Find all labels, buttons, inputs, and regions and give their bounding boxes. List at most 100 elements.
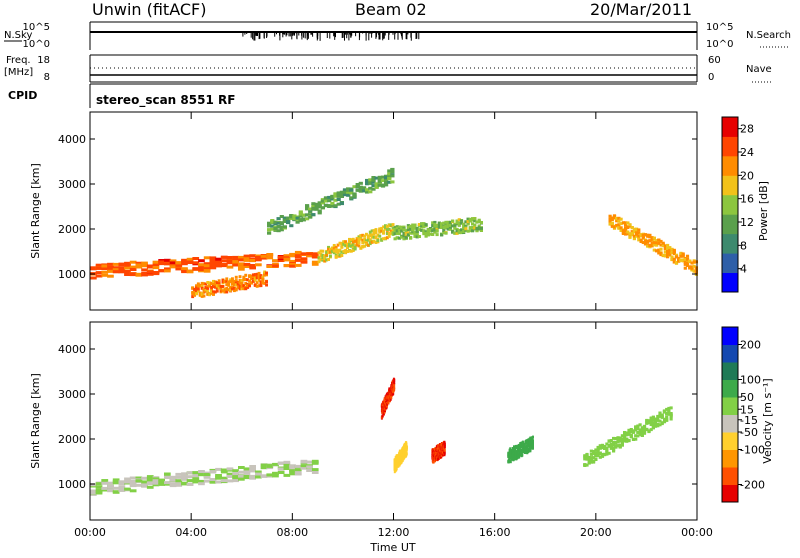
heat-cell bbox=[448, 220, 452, 224]
cpid-label: CPID bbox=[8, 89, 37, 102]
heat-cell bbox=[521, 449, 524, 452]
heat-cell bbox=[365, 242, 368, 246]
heat-cell bbox=[191, 295, 195, 299]
heat-cell bbox=[625, 433, 629, 437]
heat-cell bbox=[251, 277, 255, 280]
heat-cell bbox=[513, 451, 515, 455]
heat-cell bbox=[652, 243, 656, 247]
heat-cell bbox=[409, 224, 413, 228]
heat-cell bbox=[677, 259, 681, 263]
heat-cell bbox=[625, 431, 629, 435]
heat-cell bbox=[608, 222, 612, 225]
heat-cell bbox=[459, 221, 464, 225]
heat-cell bbox=[181, 267, 188, 271]
heat-cell bbox=[643, 239, 648, 243]
heat-cell bbox=[261, 275, 265, 279]
heat-cell bbox=[645, 421, 649, 425]
velocity-heatmap bbox=[90, 377, 673, 496]
heat-cell bbox=[355, 183, 360, 186]
heat-cell bbox=[332, 251, 336, 255]
heat-cell bbox=[600, 453, 605, 457]
heat-cell bbox=[380, 175, 386, 179]
heat-cell bbox=[361, 233, 365, 237]
heat-cell bbox=[212, 282, 215, 286]
heat-cell bbox=[361, 245, 365, 249]
heat-cell bbox=[639, 240, 643, 243]
heat-cell bbox=[212, 279, 215, 283]
heat-cell bbox=[475, 227, 479, 231]
heat-cell bbox=[385, 236, 389, 240]
heat-cell bbox=[124, 270, 131, 273]
heat-cell bbox=[659, 251, 663, 255]
heat-cell bbox=[238, 258, 245, 262]
heat-cell bbox=[462, 226, 466, 230]
nsky-tick-top: 10^5 bbox=[23, 22, 50, 33]
heat-cell bbox=[459, 228, 464, 232]
heat-cell bbox=[607, 439, 611, 443]
heat-cell bbox=[124, 261, 131, 265]
heat-cell bbox=[232, 283, 236, 287]
heat-cell bbox=[226, 479, 234, 483]
heat-cell bbox=[175, 267, 183, 271]
heat-cell bbox=[227, 282, 231, 286]
heat-cell bbox=[101, 270, 109, 274]
heat-cell bbox=[298, 214, 303, 218]
heat-cell bbox=[391, 226, 395, 230]
heat-cell bbox=[181, 258, 188, 262]
heat-cell bbox=[192, 480, 200, 484]
heat-cell bbox=[198, 473, 205, 477]
heat-cell bbox=[232, 289, 236, 293]
heat-cell bbox=[236, 284, 240, 287]
heat-cell bbox=[266, 253, 274, 257]
heat-cell bbox=[231, 279, 234, 283]
heat-cell bbox=[283, 258, 291, 262]
heat-cell bbox=[330, 197, 335, 201]
heat-cell bbox=[213, 290, 217, 294]
heat-cell bbox=[308, 215, 313, 219]
heat-cell bbox=[95, 482, 103, 486]
heat-cell bbox=[342, 249, 346, 253]
heat-cell bbox=[646, 233, 650, 237]
heat-cell bbox=[244, 278, 248, 281]
heat-cell bbox=[204, 282, 208, 286]
heat-cell bbox=[306, 254, 313, 258]
heat-cell bbox=[385, 404, 388, 408]
heat-cell bbox=[627, 439, 631, 443]
heat-cell bbox=[385, 224, 389, 228]
heat-cell bbox=[311, 203, 316, 207]
colorbar-segment bbox=[722, 155, 738, 176]
heat-cell bbox=[336, 198, 341, 201]
heat-cell bbox=[361, 238, 365, 242]
heat-cell bbox=[683, 261, 687, 264]
heat-cell bbox=[202, 290, 206, 294]
x-tick-label: 00:00 bbox=[681, 526, 713, 539]
heat-cell bbox=[192, 477, 200, 481]
heat-cell bbox=[257, 275, 261, 279]
heat-cell bbox=[215, 467, 222, 471]
heat-cell bbox=[400, 229, 404, 233]
heat-cell bbox=[614, 440, 618, 444]
heat-cell bbox=[658, 414, 662, 418]
freq-tick-top: 18 bbox=[37, 55, 50, 66]
heat-cell bbox=[129, 489, 137, 493]
heat-cell bbox=[107, 485, 114, 488]
heat-cell bbox=[509, 447, 512, 451]
heat-cell bbox=[340, 241, 344, 245]
heat-cell bbox=[193, 293, 196, 297]
heat-cell bbox=[359, 236, 363, 240]
heat-cell bbox=[338, 253, 342, 257]
heat-cell bbox=[415, 227, 419, 230]
heat-cell bbox=[658, 419, 662, 423]
heat-cell bbox=[158, 480, 165, 484]
heat-cell bbox=[368, 234, 372, 238]
heat-cell bbox=[391, 229, 395, 233]
heat-cell bbox=[617, 226, 621, 230]
heat-cell bbox=[232, 479, 239, 483]
heat-cell bbox=[630, 226, 634, 229]
heat-cell bbox=[255, 272, 259, 276]
heat-cell bbox=[420, 225, 424, 229]
heat-cell bbox=[643, 233, 648, 237]
heat-cell bbox=[234, 283, 238, 287]
heat-cell bbox=[112, 490, 120, 494]
